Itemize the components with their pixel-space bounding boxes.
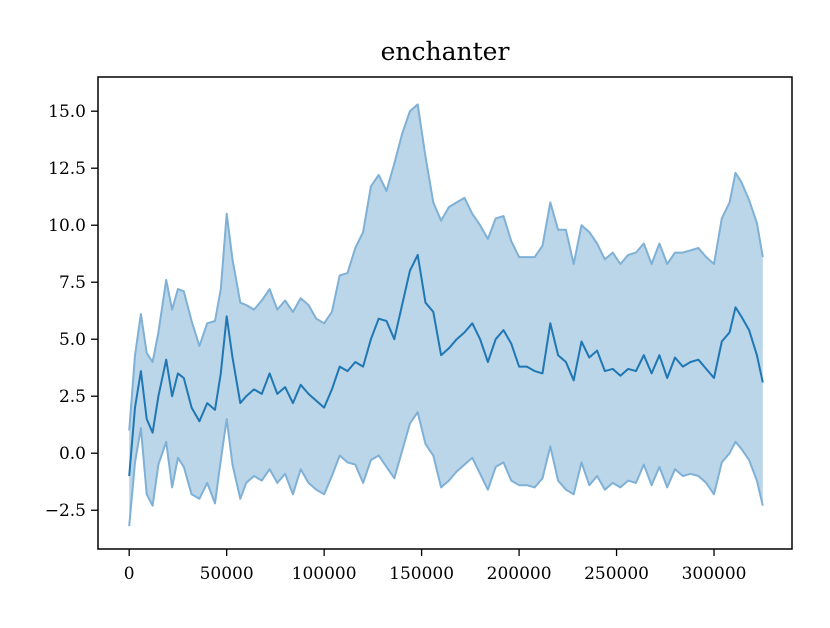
confidence-band-0 — [129, 104, 763, 527]
x-tick-label: 100000 — [292, 564, 357, 584]
plot-frame — [97, 76, 793, 550]
y-tick-label: 2.5 — [59, 387, 86, 407]
band-lower-edge-0 — [128, 411, 764, 527]
y-tick-label: 0.0 — [59, 444, 86, 464]
y-tick-label: 7.5 — [59, 273, 86, 293]
y-axis: −2.5 0.0 2.5 5.0 7.5 10.0 12.5 15.0 — [45, 102, 98, 521]
y-tick-label: 5.0 — [59, 330, 86, 350]
y-tick-label: 12.5 — [48, 159, 86, 179]
x-tick-label: 300000 — [682, 564, 747, 584]
x-tick-label: 250000 — [584, 564, 649, 584]
y-tick-label: 10.0 — [48, 216, 86, 236]
x-tick-label: 200000 — [487, 564, 552, 584]
mean-line-layer — [128, 253, 764, 477]
y-tick-label: 15.0 — [48, 102, 86, 122]
mean-line-0 — [128, 253, 764, 477]
confidence-band-layer — [128, 103, 764, 527]
x-axis: 0 50000 100000 150000 200000 250000 300000 — [124, 549, 747, 584]
x-tick-label: 50000 — [200, 564, 254, 584]
chart-title: enchanter — [381, 37, 510, 66]
x-tick-label: 150000 — [389, 564, 454, 584]
band-upper-edge-0 — [128, 103, 764, 431]
y-tick-label: −2.5 — [45, 501, 86, 521]
x-tick-label: 0 — [124, 564, 135, 584]
